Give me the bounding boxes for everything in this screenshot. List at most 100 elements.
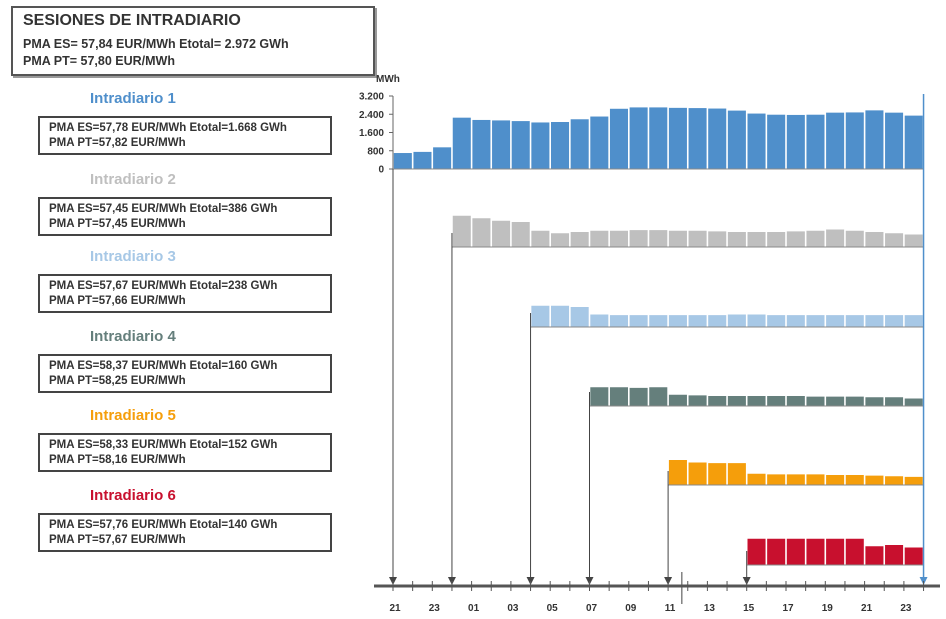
bar-s3-h11 [609,315,628,327]
session-line-es: PMA ES=58,37 EUR/MWh Etotal=160 GWh [49,360,278,372]
bar-s3-h22 [826,315,845,327]
session-line-es: PMA ES=57,76 EUR/MWh Etotal=140 GWh [49,519,278,531]
session-line-es: PMA ES=57,67 EUR/MWh Etotal=238 GWh [49,280,278,292]
bar-s5-h26 [904,476,923,485]
x-tick-label: 05 [547,603,559,614]
bar-s2-h17 [727,232,746,247]
bar-s5-h15 [688,462,707,485]
session-line-es: PMA ES=58,33 EUR/MWh Etotal=152 GWh [49,439,278,451]
bar-s1-h12 [629,107,648,169]
x-tick-label: 07 [586,603,598,614]
bar-s3-h12 [629,315,648,327]
bar-s1-h23 [845,112,864,169]
session-box-5: PMA ES=58,33 EUR/MWh Etotal=152 GWh PMA P… [38,433,332,472]
bar-s1-h0 [393,153,412,169]
bar-s5-h25 [885,476,904,485]
bar-s2-h25 [885,233,904,247]
bar-s1-h16 [708,108,727,169]
bar-s4-h22 [826,396,845,406]
session-line-es: PMA ES=57,78 EUR/MWh Etotal=1.668 GWh [49,122,287,134]
bar-s2-h5 [492,220,511,247]
session-line-es: PMA ES=57,45 EUR/MWh Etotal=386 GWh [49,203,278,215]
bar-s1-h6 [511,121,530,169]
summary-line-pt: PMA PT= 57,80 EUR/MWh [23,54,175,68]
bar-s6-h24 [865,546,884,565]
bar-s2-h9 [570,232,589,247]
x-tick-label: 23 [900,603,912,614]
bar-s5-h20 [786,474,805,485]
bar-s2-h10 [590,230,609,247]
bar-s3-h26 [904,315,923,327]
bar-s6-h25 [885,545,904,565]
session-line-pt: PMA PT=57,67 EUR/MWh [49,534,186,546]
session-box-2: PMA ES=57,45 EUR/MWh Etotal=386 GWh PMA P… [38,197,332,236]
bar-s1-h3 [452,117,471,169]
bar-s4-h25 [885,397,904,406]
bar-s4-h24 [865,397,884,406]
bar-s2-h13 [649,230,668,247]
bar-s3-h16 [708,315,727,327]
bar-s1-h20 [786,114,805,169]
y-tick-label: 0 [378,165,384,176]
bar-s4-h12 [629,387,648,406]
x-tick-label: 11 [665,603,676,614]
bar-s2-h20 [786,231,805,247]
bar-s2-h22 [826,229,845,247]
x-tick-label: 19 [822,603,834,614]
bar-s6-h23 [845,538,864,565]
x-tick-label: 21 [861,603,873,614]
y-tick-label: 3.200 [359,92,384,103]
bar-s3-h8 [551,305,570,327]
bar-s2-h24 [865,232,884,247]
bar-s4-h19 [767,396,786,406]
bar-s2-h19 [767,232,786,247]
bar-s4-h18 [747,396,766,406]
bar-s1-h11 [609,108,628,169]
bar-s6-h21 [806,538,825,565]
bar-s4-h10 [590,387,609,406]
x-tick-label: 21 [389,603,401,614]
bar-s1-h1 [413,151,432,169]
bar-s1-h5 [492,120,511,169]
bar-s2-h26 [904,234,923,247]
bar-s3-h25 [885,315,904,327]
session-box-3: PMA ES=57,67 EUR/MWh Etotal=238 GWh PMA P… [38,274,332,313]
bar-s4-h15 [688,395,707,406]
bar-s1-h24 [865,110,884,169]
summary-line-es: PMA ES= 57,84 EUR/MWh Etotal= 2.972 GWh [23,37,289,51]
bar-s1-h18 [747,113,766,169]
x-tick-label: 17 [782,603,794,614]
bar-s5-h24 [865,475,884,485]
session-title-1: Intradiario 1 [90,90,176,107]
bar-s4-h21 [806,396,825,406]
summary-title: SESIONES DE INTRADIARIO [23,12,241,29]
session-title-6: Intradiario 6 [90,487,176,504]
session-box-4: PMA ES=58,37 EUR/MWh Etotal=160 GWh PMA P… [38,354,332,393]
bar-s4-h11 [609,387,628,406]
x-tick-label: 13 [704,603,716,614]
session-line-pt: PMA PT=57,66 EUR/MWh [49,295,186,307]
session-line-pt: PMA PT=57,82 EUR/MWh [49,137,186,149]
x-tick-label: 09 [625,603,637,614]
bar-s2-h6 [511,222,530,247]
bar-s2-h21 [806,230,825,247]
bar-s1-h9 [570,119,589,169]
y-axis-label: MWh [376,74,400,85]
bar-s5-h18 [747,473,766,485]
bar-s4-h17 [727,396,746,406]
bar-s1-h13 [649,107,668,169]
y-tick-label: 800 [367,146,384,157]
bar-s1-h4 [472,119,491,169]
bar-s2-h11 [609,230,628,247]
bar-s1-h17 [727,110,746,169]
bar-s3-h7 [531,305,550,327]
bar-s3-h17 [727,314,746,327]
bar-s6-h26 [904,547,923,565]
bar-s3-h9 [570,307,589,327]
x-tick-label: 23 [429,603,441,614]
x-tick-label: 03 [507,603,519,614]
session-line-pt: PMA PT=58,25 EUR/MWh [49,375,186,387]
bar-s1-h10 [590,116,609,169]
bar-s1-h21 [806,114,825,169]
bar-s3-h14 [668,315,687,327]
